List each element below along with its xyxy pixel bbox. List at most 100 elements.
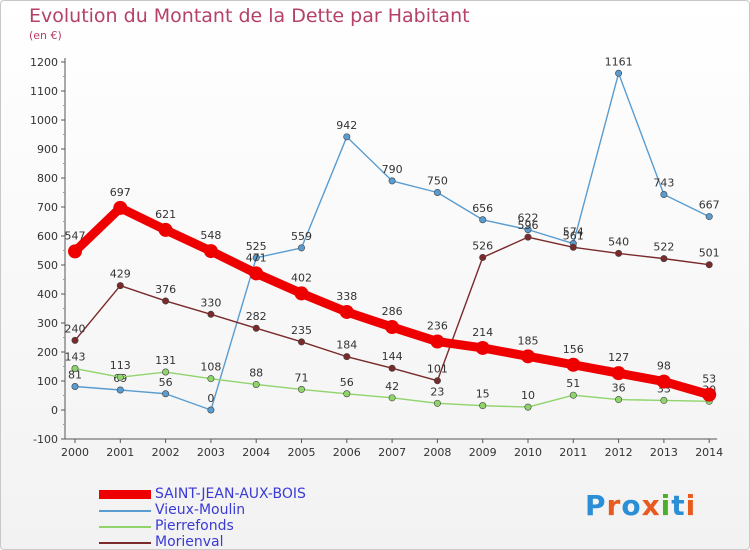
- data-label-vieux-moulin: 743: [653, 177, 674, 190]
- data-label-saint-jean-aux-bois: 621: [155, 208, 176, 221]
- data-point-pierrefonds: [252, 380, 260, 388]
- data-label-morienval: 235: [291, 324, 312, 337]
- data-label-saint-jean-aux-bois: 338: [336, 290, 357, 303]
- legend-swatch: [99, 526, 151, 528]
- legend-label: Pierrefonds: [155, 518, 234, 534]
- data-label-morienval: 561: [563, 229, 584, 242]
- data-point-vieux-moulin: [207, 406, 215, 414]
- data-point-saint-jean-aux-bois: [475, 340, 490, 355]
- chart-title: Evolution du Montant de la Dette par Hab…: [29, 5, 470, 27]
- data-point-saint-jean-aux-bois: [158, 222, 173, 237]
- legend-swatch: [99, 542, 151, 544]
- x-tick-label: 2003: [197, 446, 225, 459]
- data-point-morienval: [705, 261, 713, 269]
- data-point-pierrefonds: [479, 402, 487, 410]
- y-tick-label: 700: [37, 201, 58, 214]
- data-point-saint-jean-aux-bois: [339, 304, 354, 319]
- data-point-pierrefonds: [569, 391, 577, 399]
- data-point-saint-jean-aux-bois: [294, 286, 309, 301]
- x-tick-label: 2002: [152, 446, 180, 459]
- data-label-saint-jean-aux-bois: 214: [472, 326, 493, 339]
- data-label-vieux-moulin: 81: [68, 369, 82, 382]
- proxiti-logo: Proxiti: [585, 489, 697, 522]
- y-tick-label: 0: [51, 404, 58, 417]
- legend-swatch: [99, 510, 151, 512]
- data-label-pierrefonds: 15: [476, 388, 490, 401]
- data-point-saint-jean-aux-bois: [385, 320, 400, 335]
- data-label-pierrefonds: 10: [521, 389, 535, 402]
- data-point-pierrefonds: [343, 390, 351, 398]
- x-tick-label: 2011: [559, 446, 587, 459]
- x-tick-label: 2004: [242, 446, 270, 459]
- data-label-pierrefonds: 56: [340, 376, 354, 389]
- data-point-saint-jean-aux-bois: [113, 200, 128, 215]
- data-label-pierrefonds: 23: [430, 385, 444, 398]
- data-point-pierrefonds: [162, 368, 170, 376]
- legend-label: Morienval: [155, 534, 224, 550]
- data-point-morienval: [433, 377, 441, 385]
- data-label-morienval: 596: [518, 219, 539, 232]
- data-label-morienval: 540: [608, 235, 629, 248]
- data-point-morienval: [524, 233, 532, 241]
- data-label-pierrefonds: 71: [295, 371, 309, 384]
- data-point-morienval: [388, 364, 396, 372]
- x-tick-label: 2007: [378, 446, 406, 459]
- data-point-saint-jean-aux-bois: [203, 244, 218, 259]
- data-point-morienval: [116, 282, 124, 290]
- data-point-vieux-moulin: [524, 226, 532, 234]
- x-tick-label: 2009: [469, 446, 497, 459]
- data-label-vieux-moulin: 750: [427, 175, 448, 188]
- data-label-vieux-moulin: 667: [699, 199, 720, 212]
- data-label-saint-jean-aux-bois: 98: [657, 360, 671, 373]
- data-point-pierrefonds: [71, 365, 79, 373]
- data-point-vieux-moulin: [479, 216, 487, 224]
- x-tick-label: 2012: [605, 446, 633, 459]
- data-label-vieux-moulin: 525: [246, 240, 267, 253]
- data-point-morienval: [162, 297, 170, 305]
- data-label-morienval: 144: [382, 350, 403, 363]
- data-label-saint-jean-aux-bois: 53: [702, 373, 716, 386]
- data-label-saint-jean-aux-bois: 697: [110, 186, 131, 199]
- data-point-morienval: [615, 249, 623, 257]
- data-label-saint-jean-aux-bois: 547: [65, 229, 86, 242]
- data-label-saint-jean-aux-bois: 402: [291, 271, 312, 284]
- data-label-vieux-moulin: 656: [472, 202, 493, 215]
- data-point-vieux-moulin: [343, 133, 351, 141]
- data-label-pierrefonds: 51: [566, 377, 580, 390]
- data-label-saint-jean-aux-bois: 286: [382, 305, 403, 318]
- data-point-morienval: [71, 336, 79, 344]
- data-label-pierrefonds: 131: [155, 354, 176, 367]
- data-point-vieux-moulin: [705, 213, 713, 221]
- y-tick-label: 200: [37, 346, 58, 359]
- data-point-vieux-moulin: [71, 383, 79, 391]
- x-tick-label: 2000: [61, 446, 89, 459]
- y-tick-label: -100: [33, 433, 58, 446]
- data-label-saint-jean-aux-bois: 548: [200, 229, 221, 242]
- data-label-morienval: 330: [200, 296, 221, 309]
- data-point-vieux-moulin: [252, 254, 260, 262]
- data-point-pierrefonds: [524, 403, 532, 411]
- data-point-morienval: [207, 310, 215, 318]
- data-label-pierrefonds: 113: [110, 359, 131, 372]
- data-label-morienval: 184: [336, 339, 357, 352]
- data-label-pierrefonds: 42: [385, 380, 399, 393]
- data-point-vieux-moulin: [116, 386, 124, 394]
- data-point-pierrefonds: [433, 399, 441, 407]
- data-label-pierrefonds: 108: [200, 361, 221, 374]
- data-label-morienval: 526: [472, 239, 493, 252]
- data-point-morienval: [479, 253, 487, 261]
- y-tick-label: 800: [37, 172, 58, 185]
- data-label-saint-jean-aux-bois: 127: [608, 351, 629, 364]
- data-point-vieux-moulin: [615, 69, 623, 77]
- data-label-vieux-moulin: 574: [563, 226, 584, 239]
- y-tick-label: 900: [37, 143, 58, 156]
- y-tick-label: 500: [37, 259, 58, 272]
- data-point-saint-jean-aux-bois: [249, 266, 264, 281]
- data-label-morienval: 376: [155, 283, 176, 296]
- data-label-vieux-moulin: 0: [207, 392, 214, 405]
- data-label-morienval: 522: [653, 241, 674, 254]
- data-point-vieux-moulin: [388, 177, 396, 185]
- y-tick-label: 1200: [30, 56, 58, 69]
- y-tick-label: 100: [37, 375, 58, 388]
- data-label-morienval: 501: [699, 247, 720, 260]
